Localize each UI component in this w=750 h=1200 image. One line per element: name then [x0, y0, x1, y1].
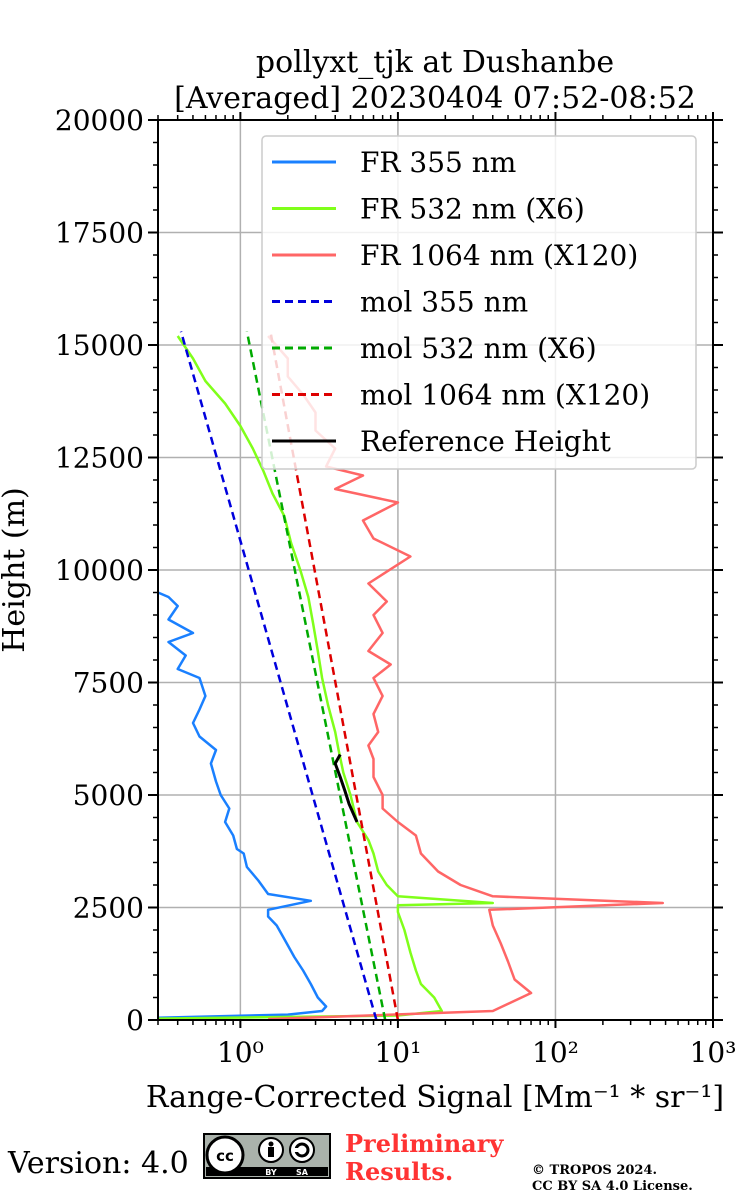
copyright-note: © TROPOS 2024. CC BY SA 4.0 License.: [532, 1163, 693, 1195]
y-tick-label: 20000: [55, 104, 144, 137]
chart-title-line-2: [Averaged] 20230404 07:52-08:52: [174, 81, 696, 116]
cc-icon: cc: [205, 1135, 245, 1175]
x-tick-label: 10³: [690, 1036, 737, 1069]
y-tick-label: 7500: [73, 667, 144, 700]
legend-label: mol 355 nm: [360, 286, 528, 319]
x-axis-label: Range-Corrected Signal [Mm⁻¹ * sr⁻¹]: [146, 1080, 724, 1115]
preliminary-line-1: Preliminary: [345, 1129, 504, 1158]
y-tick-label: 0: [126, 1004, 144, 1037]
plot-frame: [157, 119, 714, 1021]
y-tick-label: 5000: [73, 779, 144, 812]
badge-by-text: BY: [265, 1168, 277, 1177]
legend-label: mol 532 nm (X6): [360, 332, 597, 365]
legend-label: FR 355 nm: [360, 146, 516, 179]
legend-label: Reference Height: [360, 425, 612, 458]
legend-label: FR 1064 nm (X120): [360, 239, 638, 272]
y-tick-label: 10000: [55, 554, 144, 587]
chart-title-line-1: pollyxt_tjk at Dushanbe: [256, 45, 614, 80]
y-tick-label: 17500: [55, 217, 144, 250]
y-tick-label: 12500: [55, 442, 144, 475]
copyright-line-2: CC BY SA 4.0 License.: [532, 1179, 693, 1194]
y-tick-label: 15000: [55, 329, 144, 362]
chart: pollyxt_tjk at Dushanbe [Averaged] 20230…: [0, 45, 737, 1115]
tick-labels: 10⁰ 10¹ 10² 10³ 0 2500 5000 7500 10000 12500 15000…: [55, 104, 737, 1069]
x-tick-label: 10¹: [374, 1036, 421, 1069]
share-alike-icon: [289, 1137, 315, 1163]
legend-box: [261, 135, 697, 470]
copyright-line-1: © TROPOS 2024.: [532, 1163, 658, 1178]
legend-label: mol 1064 nm (X120): [360, 379, 650, 412]
legend-label: FR 532 nm (X6): [360, 193, 585, 226]
legend: FR 355 nm FR 532 nm (X6) FR 1064 nm (X120)…: [261, 135, 697, 470]
preliminary-line-2: Results.: [345, 1157, 454, 1186]
series-line-7: [333, 753, 359, 823]
series-line-4: [179, 331, 378, 1021]
series-line-1: [157, 591, 328, 1020]
cc-icon-text: cc: [216, 1147, 234, 1165]
badge-sa-text: SA: [296, 1168, 309, 1177]
version-label: Version: 4.0: [8, 1146, 189, 1181]
attribution-icon: [258, 1137, 284, 1163]
x-tick-label: 10⁰: [217, 1036, 264, 1069]
series-line-2: [157, 335, 495, 1020]
y-tick-label: 2500: [73, 892, 144, 925]
y-axis-label: Height (m): [0, 487, 32, 652]
cc-by-sa-badge[interactable]: cc BY SA: [203, 1133, 331, 1179]
preliminary-results-note: Preliminary Results.: [345, 1130, 503, 1186]
x-tick-label: 10²: [532, 1036, 579, 1069]
